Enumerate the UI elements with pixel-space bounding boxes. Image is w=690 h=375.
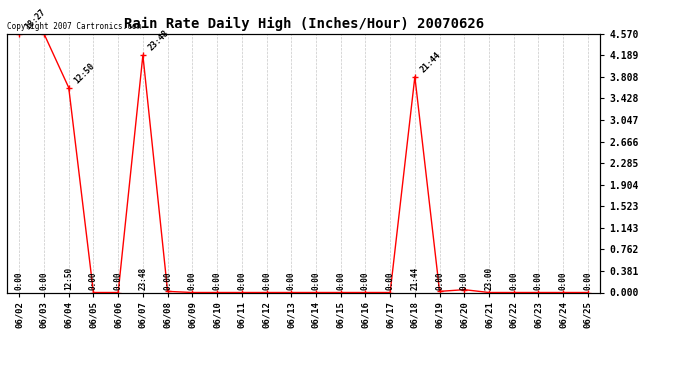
Text: 0:00: 0:00 [163, 272, 172, 290]
Text: 0:00: 0:00 [584, 272, 593, 290]
Text: 0:00: 0:00 [39, 272, 48, 290]
Text: 0:00: 0:00 [361, 272, 370, 290]
Text: 0:00: 0:00 [336, 272, 345, 290]
Text: 0:00: 0:00 [287, 272, 296, 290]
Text: 0:00: 0:00 [262, 272, 271, 290]
Text: 0:00: 0:00 [89, 272, 98, 290]
Text: 0:00: 0:00 [114, 272, 123, 290]
Text: 0:00: 0:00 [559, 272, 568, 290]
Text: 12:50: 12:50 [72, 61, 97, 85]
Text: 0:00: 0:00 [460, 272, 469, 290]
Text: 0:00: 0:00 [311, 272, 320, 290]
Text: 0:00: 0:00 [534, 272, 543, 290]
Text: 23:48: 23:48 [139, 267, 148, 290]
Text: 23:00: 23:00 [484, 267, 493, 290]
Text: 0:00: 0:00 [237, 272, 246, 290]
Text: 21:44: 21:44 [411, 267, 420, 290]
Title: Rain Rate Daily High (Inches/Hour) 20070626: Rain Rate Daily High (Inches/Hour) 20070… [124, 17, 484, 31]
Text: 0:00: 0:00 [435, 272, 444, 290]
Text: 18:27: 18:27 [23, 7, 47, 31]
Text: 0:00: 0:00 [509, 272, 518, 290]
Text: 0:00: 0:00 [188, 272, 197, 290]
Text: 12:50: 12:50 [64, 267, 73, 290]
Text: 0:00: 0:00 [386, 272, 395, 290]
Text: 21:44: 21:44 [419, 50, 442, 74]
Text: 0:00: 0:00 [14, 272, 23, 290]
Text: 0:00: 0:00 [213, 272, 221, 290]
Text: Copyright 2007 Cartronics.com: Copyright 2007 Cartronics.com [7, 22, 141, 31]
Text: 23:48: 23:48 [146, 28, 170, 53]
